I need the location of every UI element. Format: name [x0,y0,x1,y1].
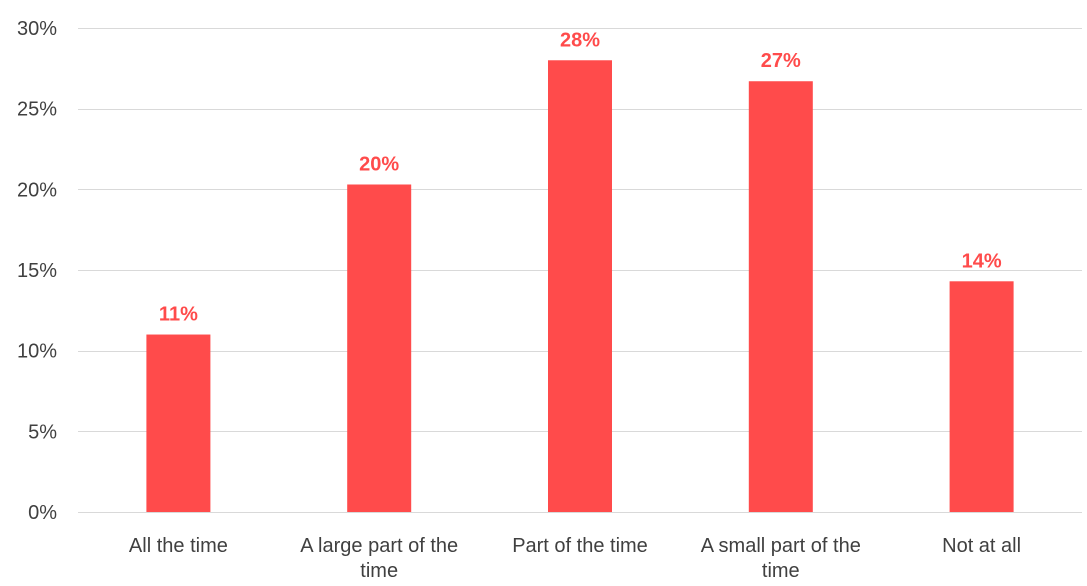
bar [146,334,211,512]
data-label: 28% [560,29,600,51]
x-category-label-line: A small part of the [701,535,861,557]
x-category-label-line: All the time [129,535,228,557]
bar [748,81,813,513]
data-label: 11% [159,304,198,326]
x-category-label: A large part of the time [300,535,458,581]
bar [949,281,1014,512]
data-label: 20% [359,153,399,175]
x-axis-categories: All the time A large part of the time Part … [129,535,1021,582]
y-tick-label: 20% [17,179,57,201]
y-tick-label: 25% [17,99,57,121]
x-category-label-line: Not at all [942,535,1021,557]
data-labels: 11% 20% 28% 27% 14% [159,29,1002,325]
bars [146,60,1014,513]
data-label: 14% [962,250,1002,272]
y-tick-label: 30% [17,18,57,40]
y-tick-label: 5% [28,421,57,443]
x-category-label-line: A large part of the [300,535,458,557]
bar [347,184,412,512]
x-category-label-line: time [360,560,398,581]
y-tick-label: 10% [17,341,57,363]
x-category-label: Part of the time [512,535,648,557]
x-category-label: A small part of the time [701,535,861,581]
x-category-label: Not at all [942,535,1021,557]
y-tick-label: 15% [17,260,57,282]
bar [548,60,612,513]
data-label: 27% [761,50,801,72]
x-category-label-line: time [762,560,800,581]
x-category-label: All the time [129,535,228,557]
y-tick-label: 0% [28,502,57,524]
y-axis-ticks: 0% 5% 10% 15% 20% 25% 30% [17,18,57,524]
x-category-label-line: Part of the time [512,535,648,557]
